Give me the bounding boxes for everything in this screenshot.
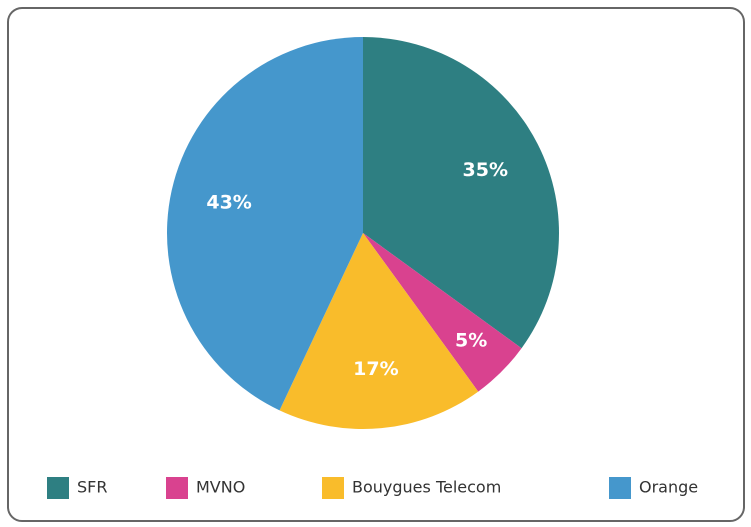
legend-label: Orange [639,478,698,497]
slice-label: 17% [353,358,398,380]
legend-swatch [47,477,69,499]
legend-swatch [166,477,188,499]
pie-slice [363,233,522,392]
legend-label: SFR [77,478,107,497]
legend-swatch [609,477,631,499]
slice-label: 43% [206,192,251,214]
legend-label: MVNO [196,478,245,497]
slice-label: 35% [463,159,508,181]
pie-slice [363,37,559,349]
pie-slice [279,233,479,429]
legend-label: Bouygues Telecom [352,478,501,497]
legend-swatch [322,477,344,499]
pie-slice [167,37,363,411]
slice-label: 5% [455,330,487,352]
